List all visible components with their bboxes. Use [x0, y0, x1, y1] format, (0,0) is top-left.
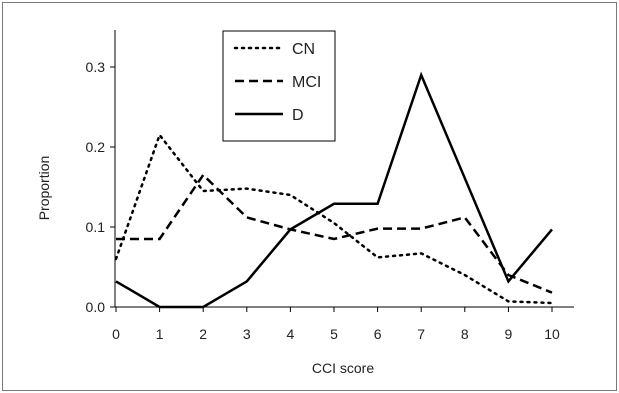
x-tick-label: 4 [287, 326, 295, 342]
x-axis-title: CCI score [312, 360, 374, 376]
x-tick-label: 3 [243, 326, 251, 342]
x-tick-label: 7 [417, 326, 425, 342]
x-tick-label: 8 [461, 326, 469, 342]
legend-box [222, 30, 336, 142]
x-tick-label: 0 [112, 326, 120, 342]
x-tick-label: 9 [505, 326, 513, 342]
series-layer [114, 71, 554, 309]
x-tick-label: 2 [199, 326, 207, 342]
legend-label-mci: MCI [292, 74, 321, 91]
series-line-cn [114, 132, 554, 305]
x-tick-label: 1 [156, 326, 164, 342]
y-tick-label: 0.1 [86, 219, 106, 235]
legend-label-cn: CN [292, 41, 315, 58]
series-line-d [115, 71, 553, 309]
x-tick-label: 5 [330, 326, 338, 342]
y-axis-title: Proportion [36, 156, 52, 221]
x-tick-label: 10 [544, 326, 560, 342]
y-tick-label: 0.2 [86, 139, 106, 155]
legend: CN MCI D [222, 30, 336, 142]
y-tick-label: 0.3 [86, 59, 106, 75]
y-tick-label: 0.0 [86, 299, 106, 315]
series-line-mci [116, 173, 553, 294]
legend-label-d: D [292, 107, 304, 124]
x-tick-label: 6 [374, 326, 382, 342]
